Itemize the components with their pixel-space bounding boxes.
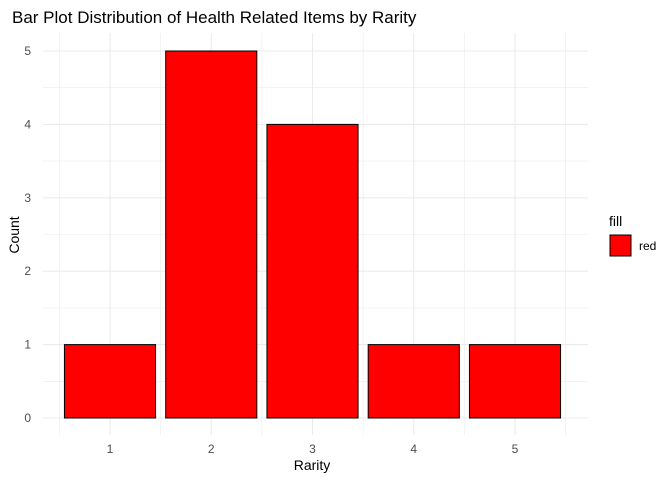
y-tick-labels: 0 1 2 3 4 5 [24, 44, 31, 425]
bar-rarity-2 [165, 50, 258, 419]
x-tick-label: 5 [512, 442, 519, 456]
y-tick-label: 3 [24, 191, 31, 205]
bar-rarity-1 [63, 344, 157, 419]
y-tick-label: 1 [24, 338, 31, 352]
bar-rarity-5 [468, 344, 562, 419]
legend-label-red: red [639, 239, 656, 253]
legend-swatch-red [609, 234, 632, 257]
y-tick-label: 4 [24, 117, 31, 131]
bar-rarity-3 [266, 123, 359, 419]
legend: fill red [609, 213, 656, 257]
legend-title: fill [609, 213, 622, 229]
y-tick-label: 5 [24, 44, 31, 58]
y-axis-title: Count [6, 216, 22, 253]
x-tick-label: 1 [107, 442, 114, 456]
x-tick-label: 4 [410, 442, 417, 456]
x-tick-label: 3 [309, 442, 316, 456]
y-tick-label: 0 [24, 411, 31, 425]
bar-rarity-4 [367, 344, 460, 419]
x-tick-label: 2 [208, 442, 215, 456]
chart-title: Bar Plot Distribution of Health Related … [12, 8, 417, 27]
x-axis-title: Rarity [294, 457, 331, 473]
y-tick-label: 2 [24, 264, 31, 278]
x-tick-labels: 1 2 3 4 5 [107, 442, 519, 456]
bars [63, 50, 562, 419]
